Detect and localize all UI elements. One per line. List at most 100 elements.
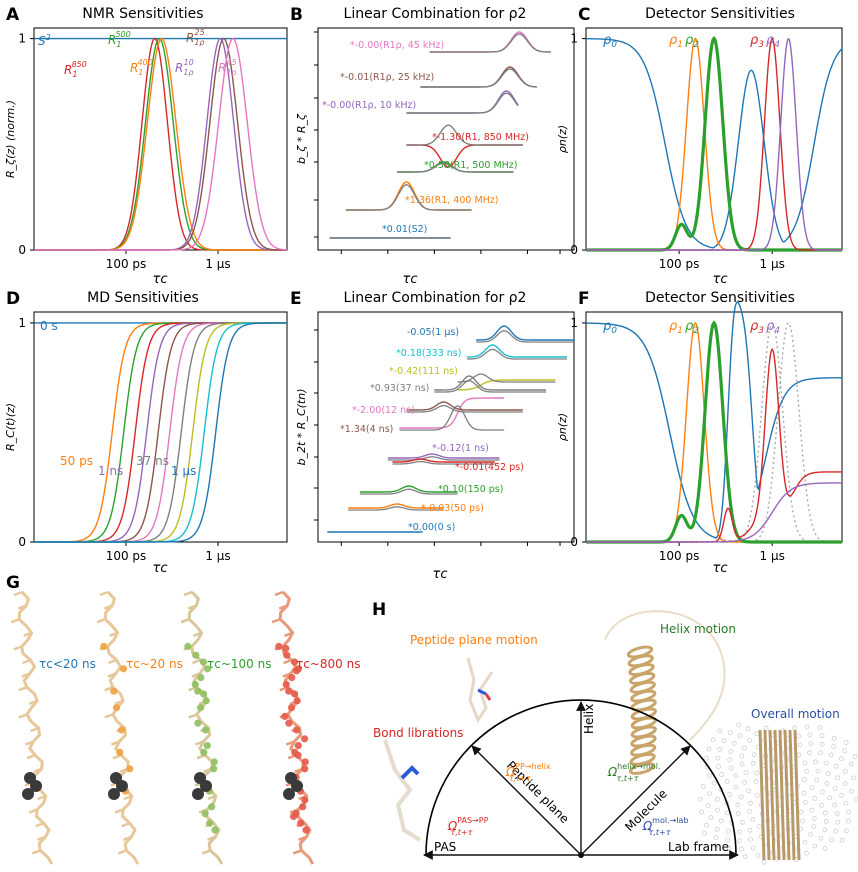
- series-r1rho-45: [34, 37, 288, 251]
- g-sidechain: [183, 590, 193, 597]
- g-sidechain: [188, 713, 198, 719]
- h-overall-ensemble-atom: [808, 832, 813, 837]
- h-overall-ensemble-atom: [740, 819, 745, 825]
- g-sidechain: [109, 631, 119, 637]
- h-motion-peptide: Peptide plane motion: [410, 633, 538, 647]
- g-sidechain: [10, 618, 20, 624]
- g-atom: [294, 751, 302, 759]
- panel-a-xlabel: τc: [153, 272, 168, 287]
- g-sidechain: [114, 808, 124, 814]
- g-sidechain: [274, 590, 284, 597]
- g-atom: [299, 803, 307, 811]
- h-omega-pp-helix-sup: PP→helix: [515, 762, 551, 771]
- series-md-5: [34, 322, 287, 543]
- g-sidechain: [30, 726, 40, 733]
- legend-4: ρ4: [766, 33, 780, 50]
- panel-c-xtick-label: 100 ps: [659, 257, 700, 271]
- h-overall-ensemble-atom: [745, 726, 751, 732]
- h-overall-ensemble-atom: [844, 828, 849, 834]
- g-atom: [285, 687, 293, 695]
- h-overall-ensemble-atom: [711, 780, 717, 786]
- panel-h-diagram: Peptide plane motion Helix motion Bond l…: [373, 610, 858, 865]
- e-cumulative-4: [399, 405, 505, 431]
- h-overall-ensemble-atom: [796, 733, 801, 739]
- panel-g-labels: τc<20 ns τc~20 ns τc~100 ns τc~800 ns: [39, 657, 360, 671]
- h-omega-mol-lab-sub: τ,t+τ: [649, 828, 671, 837]
- panel-d-xtick-label: 100 ps: [106, 549, 147, 563]
- h-overall-ensemble-atom: [809, 785, 815, 790]
- panel-d-xtick-label: 1 μs: [205, 549, 230, 563]
- h-overall-ensemble-atom: [698, 796, 703, 802]
- e-term-0: [476, 325, 574, 341]
- g-atom: [289, 812, 298, 821]
- h-axis-mol: [580, 745, 691, 856]
- h-overall-ensemble-atom: [804, 769, 810, 774]
- g-atom: [293, 697, 301, 705]
- panel-b-ylabel: b_ζ * R_ζ: [295, 113, 308, 164]
- panel-a-labels: S2 R1850 R1500 R1400 R1ρ10 R1ρ25 R1ρ45: [38, 28, 237, 79]
- g-atom: [206, 819, 214, 827]
- g-probe-atom: [108, 788, 120, 800]
- panel-d-ylabel: R_C(t)(z): [4, 403, 17, 451]
- h-overall-ensemble-atom: [742, 854, 748, 860]
- h-overall-ensemble-atom: [731, 741, 737, 746]
- h-overall-ensemble-atom: [715, 807, 720, 813]
- panel-a-curves: [34, 37, 288, 251]
- h-overall-ensemble-atom: [832, 786, 838, 791]
- panel-e-xlabel: τc: [433, 567, 448, 582]
- h-overall-ensemble-atom: [819, 802, 824, 808]
- h-overall-ensemble-atom: [747, 809, 752, 814]
- series-rho0: [585, 301, 842, 539]
- g-sidechain: [22, 658, 31, 665]
- panel-f-ytick-label: 0: [570, 535, 578, 549]
- b-label-6: *0.01(S2): [382, 224, 427, 235]
- h-overall-ensemble-atom: [700, 784, 706, 789]
- h-overall-ensemble-atom: [843, 800, 849, 806]
- g-probe-atom: [200, 780, 212, 792]
- g-sidechain: [18, 686, 28, 692]
- h-peptide-co: [484, 693, 492, 701]
- panel-c-ytick-label: 0: [570, 243, 578, 257]
- h-overall-ensemble-atom: [802, 760, 808, 766]
- h-overall-ensemble-atom: [718, 818, 724, 824]
- series-md-3: [34, 322, 287, 543]
- g-atom: [200, 690, 208, 698]
- e-label-6: *-0.12(1 ns): [432, 443, 489, 454]
- h-overall-ensemble-atom: [812, 843, 818, 849]
- panel-b-ticks: [314, 31, 561, 254]
- h-overall-ensemble-atom: [823, 760, 829, 766]
- h-overall-ensemble-atom: [736, 722, 741, 728]
- h-overall-ensemble-atom: [748, 800, 753, 806]
- h-frame-helix: Helix: [582, 704, 596, 734]
- h-overall-ensemble-atom: [708, 815, 714, 820]
- g-probe-atom: [116, 780, 128, 792]
- g-atom: [285, 719, 293, 727]
- e-term-4: [399, 397, 505, 429]
- series-rho1: [586, 321, 842, 543]
- g-atom: [290, 658, 299, 666]
- g-sidechain: [271, 618, 281, 624]
- g-atom: [191, 680, 199, 689]
- e-term-9: [348, 503, 444, 509]
- h-overall-ensemble-atom: [747, 738, 752, 743]
- panel-b-curves: [329, 31, 551, 239]
- h-overall-ensemble-atom: [715, 755, 721, 761]
- h-overall-ensemble-atom: [699, 809, 704, 815]
- e-label-4: *-2.00(12 ns): [352, 405, 415, 416]
- b-cumulative-4: [397, 162, 514, 173]
- h-overall-ensemble-atom: [733, 784, 739, 790]
- b-cumulative-2: [406, 92, 519, 114]
- g-sidechain: [99, 590, 109, 597]
- h-overall-ensemble-atom: [733, 773, 739, 779]
- g-probe-atom: [22, 788, 34, 800]
- g-atom: [281, 712, 289, 721]
- e-term-2: [457, 379, 556, 391]
- h-overall-ensemble-atom: [824, 780, 830, 786]
- h-overall-ensemble-atom: [839, 792, 844, 798]
- g-atom: [201, 810, 209, 818]
- h-bond-fragment: [383, 739, 422, 842]
- g-atom: [210, 765, 218, 773]
- h-overall-ensemble-atom: [713, 843, 719, 849]
- panel-c-ytick-label: 1: [570, 32, 578, 46]
- h-overall-ensemble-atom: [735, 802, 741, 808]
